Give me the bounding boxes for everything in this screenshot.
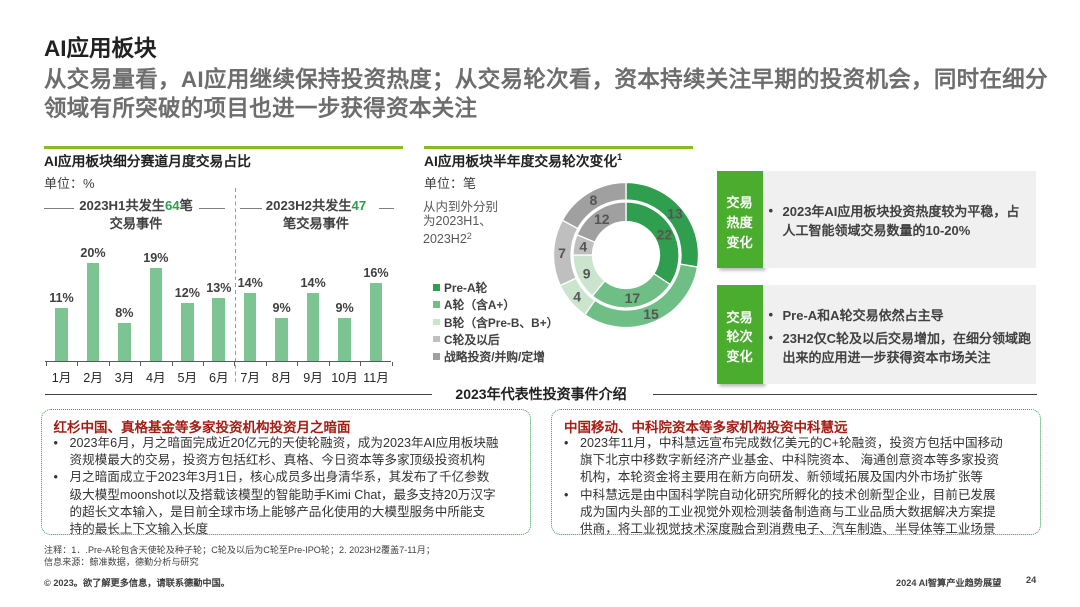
svg-text:7: 7 bbox=[558, 245, 566, 261]
svg-text:22: 22 bbox=[657, 227, 673, 243]
svg-text:17: 17 bbox=[625, 290, 641, 306]
svg-text:12: 12 bbox=[594, 211, 610, 227]
svg-text:4: 4 bbox=[573, 288, 581, 304]
svg-text:13: 13 bbox=[667, 206, 683, 222]
svg-text:4: 4 bbox=[579, 239, 587, 255]
svg-text:9: 9 bbox=[583, 266, 591, 282]
svg-text:15: 15 bbox=[643, 306, 659, 322]
svg-text:8: 8 bbox=[590, 192, 598, 208]
